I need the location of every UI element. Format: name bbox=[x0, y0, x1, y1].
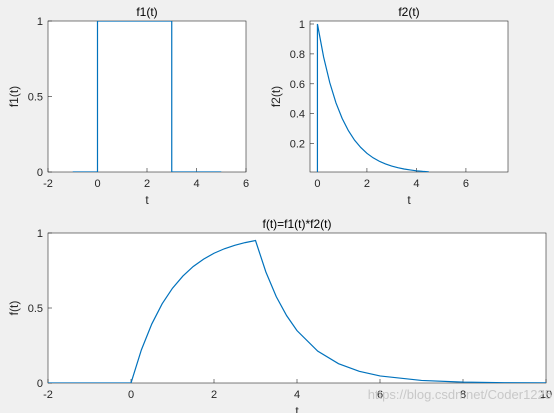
x-tick-label: 4 bbox=[413, 178, 419, 190]
x-tick-label: 8 bbox=[460, 389, 466, 401]
y-tick-label: 0.4 bbox=[290, 109, 305, 121]
x-tick-label: 4 bbox=[294, 389, 300, 401]
x-tick-label: 6 bbox=[243, 178, 249, 190]
y-tick-label: 0.5 bbox=[28, 303, 43, 315]
y-tick-label: 0.6 bbox=[290, 79, 305, 91]
axes-title: f2(t) bbox=[398, 5, 419, 19]
x-axis-label: t bbox=[295, 404, 299, 413]
x-axis-label: t bbox=[145, 193, 149, 207]
y-tick-label: 0.5 bbox=[28, 92, 43, 104]
x-tick-label: 4 bbox=[193, 178, 199, 190]
watermark: https://blog.csdn.net/Coder1225 bbox=[368, 387, 552, 402]
y-tick-label: 0 bbox=[37, 167, 43, 179]
x-tick-label: 2 bbox=[211, 389, 217, 401]
axes-background bbox=[47, 232, 547, 384]
x-tick-label: 2 bbox=[364, 178, 370, 190]
y-axis-label: f1(t) bbox=[7, 86, 21, 107]
x-tick-label: 6 bbox=[377, 389, 383, 401]
axes-background bbox=[47, 20, 247, 173]
data-line bbox=[316, 23, 429, 172]
data-line bbox=[48, 239, 546, 383]
x-tick-label: 0 bbox=[94, 178, 100, 190]
x-tick-label: -2 bbox=[43, 389, 53, 401]
x-tick-label: 2 bbox=[144, 178, 150, 190]
x-tick-label: 10 bbox=[540, 389, 552, 401]
y-tick-label: 1 bbox=[299, 19, 305, 31]
axes-title: f(t)=f1(t)*f2(t) bbox=[262, 217, 331, 231]
y-tick-label: 1 bbox=[37, 16, 43, 28]
y-axis-label: f(t) bbox=[7, 301, 21, 316]
axes-title: f1(t) bbox=[136, 5, 157, 19]
x-tick-label: 0 bbox=[128, 389, 134, 401]
y-tick-label: 0 bbox=[37, 378, 43, 390]
y-tick-label: 0.2 bbox=[290, 139, 305, 151]
y-tick-label: 1 bbox=[37, 228, 43, 240]
axes-background bbox=[309, 20, 509, 173]
y-axis-label: f2(t) bbox=[269, 86, 283, 107]
x-tick-label: -2 bbox=[43, 178, 53, 190]
y-tick-label: 0.8 bbox=[290, 49, 305, 61]
x-tick-label: 0 bbox=[314, 178, 320, 190]
x-tick-label: 6 bbox=[463, 178, 469, 190]
x-axis-label: t bbox=[407, 193, 411, 207]
